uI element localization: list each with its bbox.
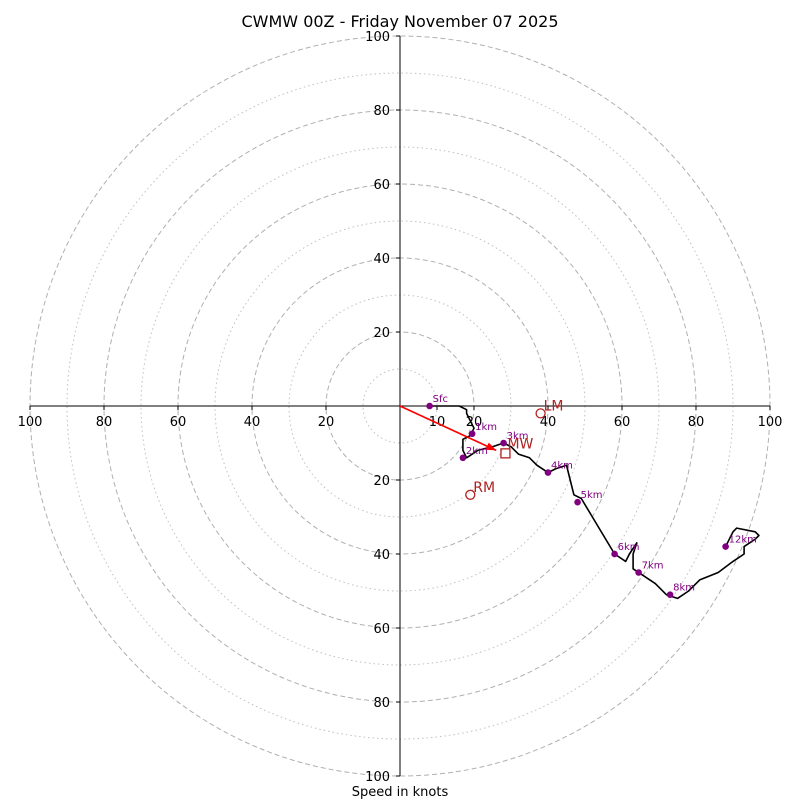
- height-label-8km: 8km: [673, 583, 695, 594]
- y-tick-label: 60: [373, 178, 390, 193]
- x-tick-label: 60: [170, 415, 187, 430]
- height-point-2km: [459, 454, 467, 462]
- hodograph-trace: [429, 405, 760, 600]
- height-point-7km: [635, 569, 642, 576]
- x-tick-label: 20: [318, 415, 335, 430]
- height-point-3km: [500, 439, 507, 447]
- x-tick-label: 100: [18, 415, 43, 430]
- storm-motion-MW-label: MW: [507, 436, 533, 452]
- storm-motion-LM-marker: [535, 408, 546, 419]
- x-axis-label: Speed in knots: [352, 785, 449, 800]
- height-point-1km: [468, 430, 476, 438]
- storm-motion-LM-label: LM: [544, 398, 564, 414]
- height-label-6km: 6km: [618, 542, 640, 553]
- height-point-5km: [574, 498, 581, 506]
- y-tick-label: 60: [373, 622, 390, 637]
- x-tick-label: 80: [96, 415, 113, 430]
- y-tick-label: 20: [373, 474, 390, 489]
- height-label-1km: 1km: [475, 422, 497, 433]
- height-label-5km: 5km: [581, 490, 603, 501]
- height-point-Sfc: [426, 402, 433, 410]
- x-tick-label: 60: [614, 415, 631, 430]
- height-point-12km: [722, 543, 729, 550]
- chart-title: CWMW 00Z - Friday November 07 2025: [241, 12, 558, 31]
- tick-labels: 100 80 60 40 20 20 40 60 80 100100806040202040608…: [18, 30, 783, 785]
- hodograph-trace-group: [429, 405, 760, 600]
- storm-motion-RM-label: RM: [473, 480, 495, 496]
- height-label-7km: 7km: [642, 561, 664, 572]
- storm-motion-markers: LM RM MW: [465, 398, 564, 500]
- y-tick-label: 80: [373, 104, 390, 119]
- height-point-4km: [544, 469, 552, 476]
- y-tick-label: 80: [373, 696, 390, 711]
- y-tick-label: 100: [365, 30, 390, 45]
- height-point-8km: [666, 591, 674, 598]
- height-label-12km: 12km: [729, 535, 757, 546]
- y-tick-label: 100: [365, 770, 390, 785]
- height-label-2km: 2km: [466, 446, 488, 457]
- x-tick-label: 40: [244, 415, 261, 430]
- height-label-4km: 4km: [551, 461, 573, 472]
- shear-vector-group: [399, 405, 497, 452]
- y-tick-label: 40: [373, 252, 390, 267]
- height-point-6km: [611, 550, 618, 558]
- x-tick-label: 100: [758, 415, 783, 430]
- storm-motion-MW-marker: [500, 448, 511, 459]
- x-tick-label: 40: [540, 415, 557, 430]
- height-label-3km: 3km: [507, 431, 529, 442]
- y-tick-label: 20: [373, 326, 390, 341]
- shear-vector-arrowhead: [485, 442, 497, 451]
- x-tick-label: 80: [688, 415, 705, 430]
- y-tick-label: 40: [373, 548, 390, 563]
- shear-vector: [399, 405, 497, 452]
- storm-motion-RM-marker: [465, 489, 476, 500]
- height-label-Sfc: Sfc: [433, 394, 448, 405]
